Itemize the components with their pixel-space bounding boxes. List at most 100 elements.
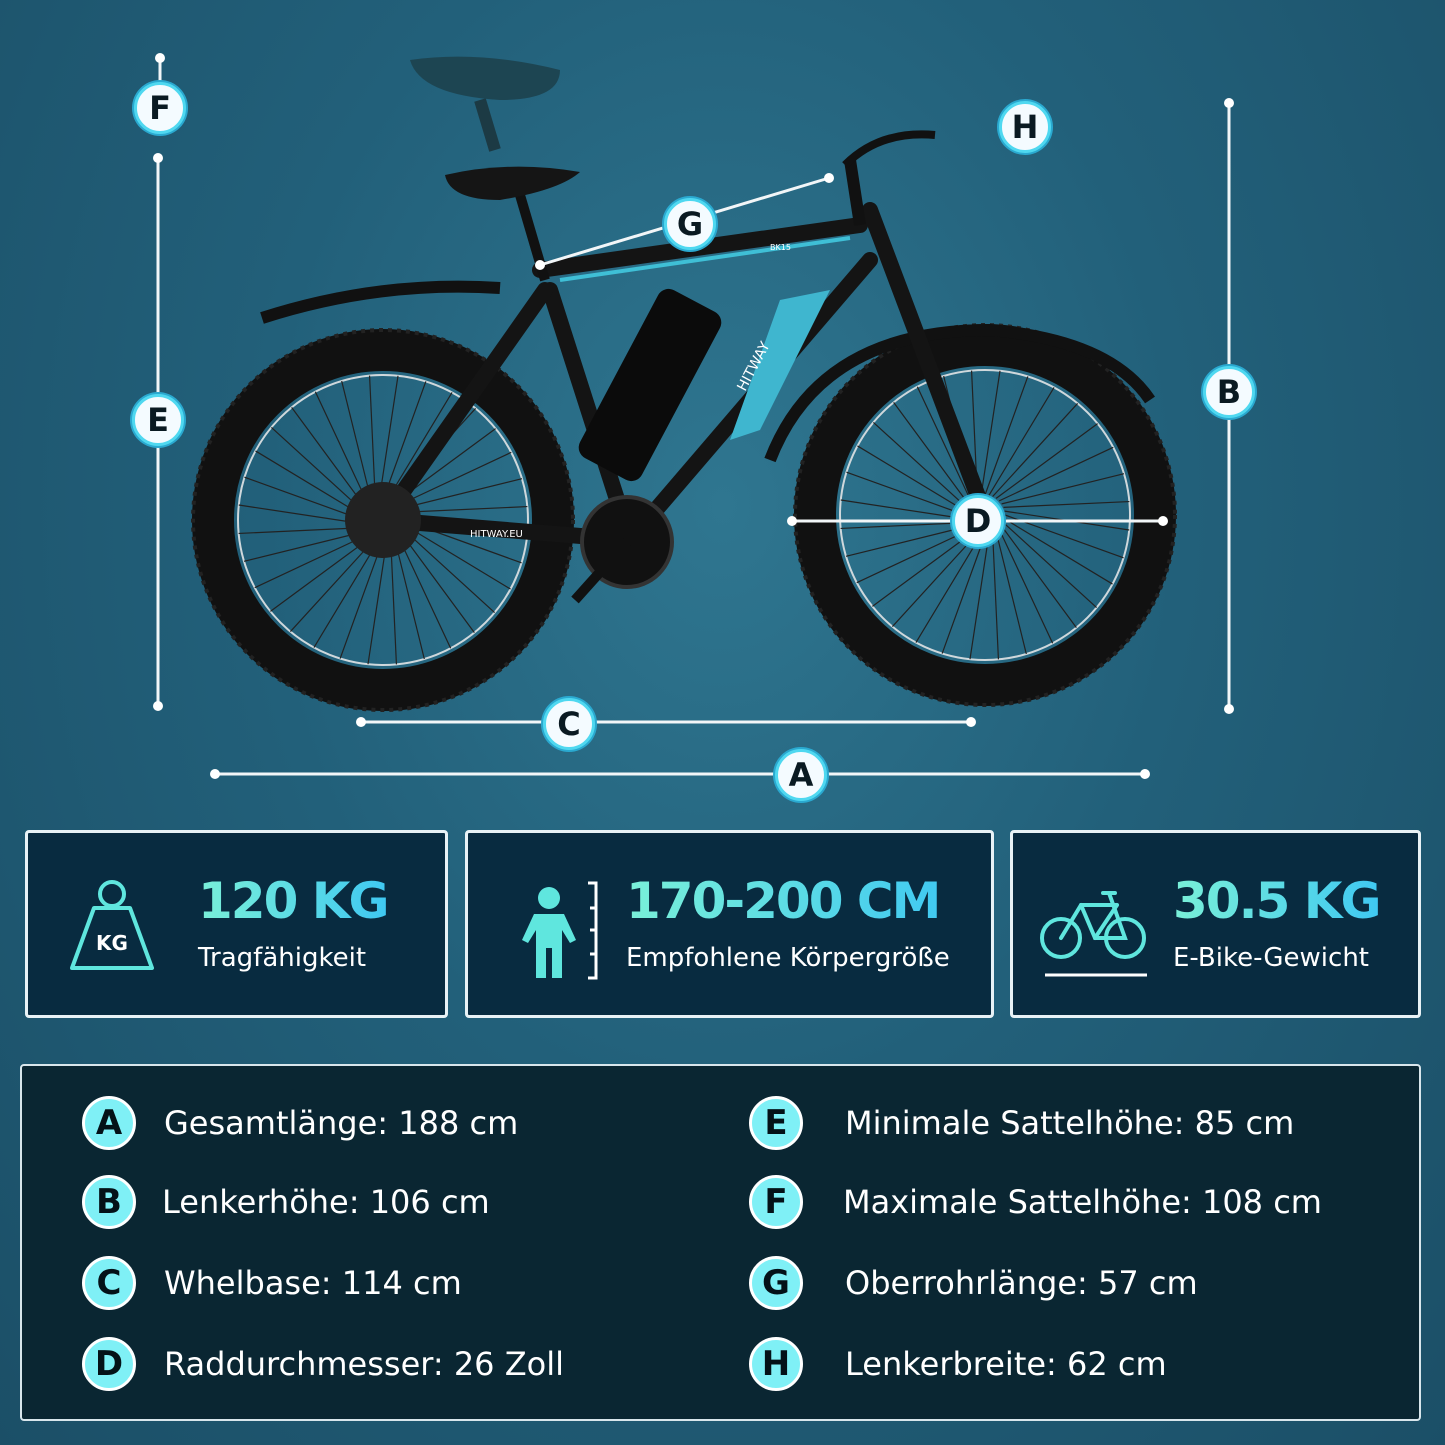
wheel-spoke [1003, 522, 1097, 609]
wheel-spoke [402, 523, 511, 590]
dimension-label-g: G [664, 198, 716, 250]
wheel-spoke [1004, 518, 1113, 585]
wheel-spoke [289, 538, 376, 632]
card-rider-height: 170-200 CM Empfohlene Körpergröße [465, 830, 994, 1018]
wheel-spoke [872, 531, 975, 607]
wheel-spoke [314, 391, 370, 507]
specs-panel: A Gesamtlänge: 188 cm B Lenkerhöhe: 106 cm… [20, 1064, 1421, 1421]
spec-text-d: Raddurchmesser: 26 Zoll [164, 1344, 564, 1383]
spec-badge-a: A [82, 1096, 136, 1150]
wheel-spoke [992, 533, 1000, 660]
wheel-spoke [995, 423, 1098, 499]
rider-height-value: 170-200 CM [626, 873, 950, 929]
wheel-spoke [238, 504, 364, 525]
wheel-spoke [396, 533, 452, 649]
dimension-label-a: A [775, 749, 827, 801]
wheel-spoke [969, 534, 990, 660]
wheel-spoke [840, 499, 966, 520]
person-height-icon [522, 881, 598, 980]
wheel-spoke [992, 403, 1079, 497]
wheel-spoke [254, 533, 370, 589]
dimension-label-c: C [543, 698, 595, 750]
dimension-label-b: B [1203, 366, 1255, 418]
wheel-spoke [1001, 525, 1077, 628]
spec-text-g: Oberrohrlänge: 57 cm [845, 1263, 1198, 1302]
spec-row-b: B Lenkerhöhe: 106 cm [82, 1175, 722, 1229]
wheel-spoke [339, 539, 384, 659]
wheel-spoke [367, 539, 388, 665]
spec-text-b: Lenkerhöhe: 106 cm [162, 1182, 490, 1221]
wheel-spoke [393, 536, 425, 660]
wheel-spoke [386, 392, 453, 501]
wheel-spoke [401, 505, 528, 513]
spec-badge-c: C [82, 1256, 136, 1310]
wheel-spoke [995, 531, 1027, 655]
spec-text-e: Minimale Sattelhöhe: 85 cm [845, 1103, 1295, 1142]
wheel-spoke [382, 381, 427, 501]
spec-row-f: F Maximale Sattelhöhe: 108 cm [749, 1175, 1389, 1229]
spec-row-e: E Minimale Sattelhöhe: 85 cm [749, 1096, 1389, 1150]
wheel-spoke [916, 386, 972, 502]
dimension-label-h: H [999, 101, 1051, 153]
wheel-spoke [915, 534, 982, 643]
wheel-spoke [271, 426, 365, 513]
wheel-spoke [873, 421, 967, 508]
spec-row-a: A Gesamtlänge: 188 cm [82, 1096, 722, 1150]
spec-row-g: G Oberrohrlänge: 57 cm [749, 1256, 1389, 1310]
bicycle-icon [1040, 891, 1147, 977]
load-capacity-value: 120 KG [198, 871, 390, 930]
wheel-spoke [244, 476, 364, 521]
bike-illustration: HITWAY HITWAY.EU BK15 [191, 56, 1177, 712]
wheel-spoke [368, 375, 376, 502]
spec-text-f: Maximale Sattelhöhe: 108 cm [843, 1182, 1322, 1221]
spec-badge-g: G [749, 1256, 803, 1310]
wheel-spoke [378, 375, 399, 501]
card-load-capacity: KG 120 KG Tragfähigkeit [25, 830, 448, 1018]
wheel-spoke [845, 525, 969, 557]
spec-badge-d: D [82, 1337, 136, 1391]
rider-height-label: Empfohlene Körpergröße [626, 942, 950, 973]
wheel-spoke [988, 387, 1055, 496]
bike-weight-text: 30.5 KG E-Bike-Gewicht [1173, 833, 1382, 1015]
wheel-spoke [291, 407, 367, 510]
wheel-spoke [255, 450, 364, 517]
wheel-spoke [1001, 473, 1125, 505]
wheel-spoke [891, 533, 978, 627]
wheel-spoke [238, 527, 365, 535]
wheel-spoke [984, 376, 1029, 496]
wheel-spoke [313, 539, 380, 648]
wheel-spoke [401, 527, 495, 614]
dimension-label-f: F [134, 82, 186, 134]
chainstay-text: HITWAY.EU [470, 529, 523, 540]
card-bike-weight: 30.5 KG E-Bike-Gewicht [1010, 830, 1421, 1018]
dimension-label-e: E [132, 394, 184, 446]
wheel-spoke [399, 478, 523, 510]
wheel-spoke [840, 522, 967, 530]
model-text: BK15 [770, 243, 791, 252]
spec-badge-f: F [749, 1175, 803, 1229]
wheel-spoke [846, 471, 966, 516]
wheel-spoke [270, 536, 373, 612]
wheel-spoke [857, 445, 966, 512]
wheel-spoke [998, 446, 1114, 502]
wheel-spoke [396, 451, 512, 507]
wheel-spoke [399, 530, 475, 633]
spec-badge-b: B [82, 1175, 136, 1229]
bike-weight-value: 30.5 KG [1173, 871, 1382, 930]
dimension-label-d: D [952, 495, 1004, 547]
wheel-spoke [980, 370, 1001, 496]
bike-weight-label: E-Bike-Gewicht [1173, 942, 1370, 973]
wheel-spoke [998, 528, 1054, 644]
spec-text-h: Lenkerbreite: 62 cm [845, 1344, 1167, 1383]
spec-badge-h: H [749, 1337, 803, 1391]
spec-badge-e: E [749, 1096, 803, 1150]
wheel-spoke [243, 530, 367, 562]
spec-row-h: H Lenkerbreite: 62 cm [749, 1337, 1389, 1391]
spec-text-a: Gesamtlänge: 188 cm [164, 1103, 519, 1142]
svg-text:KG: KG [96, 931, 128, 955]
wheel-spoke [856, 528, 972, 584]
spec-row-d: D Raddurchmesser: 26 Zoll [82, 1337, 722, 1391]
wheel-spoke [1003, 500, 1130, 508]
spec-text-c: Whelbase: 114 cm [164, 1263, 462, 1302]
wheel-spoke [341, 380, 373, 504]
